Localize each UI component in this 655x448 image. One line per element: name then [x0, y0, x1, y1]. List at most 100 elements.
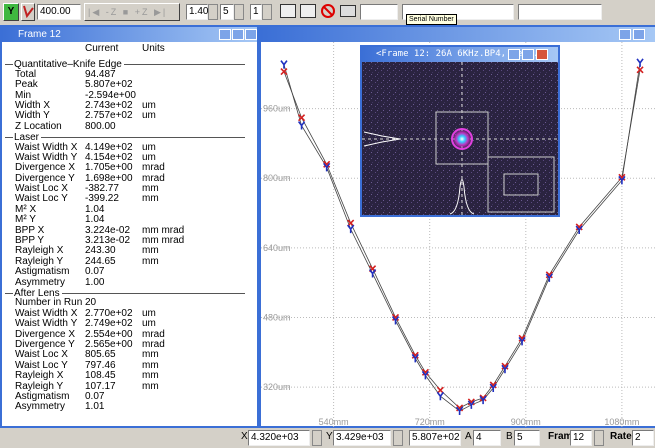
b-field: 5 [514, 430, 540, 446]
spinner[interactable] [393, 430, 403, 446]
rate-field[interactable]: 2 [632, 430, 654, 446]
marker-stroke [280, 68, 288, 76]
table-row: Width X 2.743e+02 um [2, 100, 257, 111]
data-point [411, 351, 419, 359]
marker-stroke [618, 173, 626, 181]
marker-stroke [436, 386, 444, 394]
row-value: 20 [85, 297, 97, 309]
minimize-button[interactable] [219, 29, 231, 40]
data-point [489, 383, 497, 392]
row-unit: mrad [142, 328, 165, 340]
step-input[interactable]: 1.40 [186, 4, 208, 20]
data-point [280, 68, 288, 76]
row-label: Rayleigh X [15, 370, 64, 382]
marker-stroke [297, 121, 306, 130]
m2-icon[interactable] [280, 4, 296, 18]
data-point [545, 273, 553, 282]
table-row: Divergence X 1.705e+00 mrad [2, 162, 257, 173]
marker-stroke [575, 223, 583, 231]
data-point [368, 269, 377, 278]
status-label: X [241, 431, 248, 442]
frame-step-input[interactable]: 1 [250, 4, 262, 20]
spinner[interactable] [312, 430, 322, 446]
minimize-button[interactable] [619, 29, 631, 40]
row-value: 800.00 [85, 120, 116, 132]
section-title: Laser [14, 131, 40, 143]
a-field: 4 [473, 430, 501, 446]
row-label: Waist Loc X [15, 349, 68, 361]
frame-field[interactable]: 12 [570, 430, 592, 446]
status-label: Frame [548, 431, 579, 442]
data-point [618, 175, 626, 185]
data-point [455, 406, 464, 416]
marker-stroke [545, 273, 553, 282]
data-point [467, 400, 475, 409]
table-row: Waist Loc X -382.77 mm [2, 183, 257, 194]
spinner[interactable] [262, 4, 272, 20]
row-label: Divergence Y [15, 338, 75, 350]
table-row: Waist Loc X 805.65 mm [2, 349, 257, 361]
peak-field: 5.807e+02 [409, 430, 461, 446]
table-row: Asymmetry 1.00 [2, 276, 257, 288]
z-nav-buttons[interactable]: |◀ -Z ■ +Z ▶| [84, 3, 180, 21]
y-toggle[interactable]: Y [3, 3, 19, 21]
marker-stroke [347, 219, 355, 227]
minimize-button[interactable] [508, 49, 520, 60]
status-label: B [506, 431, 513, 442]
section-header: After Lens [2, 288, 257, 299]
check-button[interactable] [21, 3, 35, 21]
marker-stroke [280, 60, 288, 69]
marker-stroke [323, 162, 331, 172]
data-point [575, 223, 583, 231]
data-point [501, 364, 509, 374]
status-label: Y [326, 431, 333, 442]
print-icon[interactable] [340, 5, 356, 17]
close-button[interactable] [245, 29, 257, 40]
data-point [545, 271, 553, 279]
row-value: 3.213e-02 [85, 235, 131, 247]
table-row: Astigmatism 0.07 [2, 391, 257, 402]
marker-stroke [489, 381, 497, 389]
table-row: Waist Loc Y 797.46 mm [2, 359, 257, 371]
stop-icon[interactable] [320, 3, 336, 19]
row-label: Asymmetry [15, 276, 65, 288]
row-value: 244.65 [85, 255, 116, 267]
data-point [323, 160, 331, 168]
row-label: Waist Loc Y [15, 359, 68, 371]
data-point [436, 391, 445, 401]
table-row: Waist Loc Y -399.22 mm [2, 193, 257, 205]
text-field[interactable] [518, 4, 602, 20]
beam-image [362, 62, 558, 215]
row-label: M² Y [15, 214, 36, 226]
row-value: 3.224e-02 [85, 224, 131, 236]
row-value: 797.46 [85, 359, 116, 371]
data-point [518, 336, 526, 346]
text-field[interactable] [360, 4, 398, 20]
spinner[interactable] [594, 430, 604, 446]
row-value: 1.01 [85, 401, 105, 413]
chart-icon[interactable] [300, 4, 316, 18]
maximize-button[interactable] [633, 29, 645, 40]
count-input[interactable]: 5 [220, 4, 234, 20]
data-point [347, 224, 355, 234]
z-input[interactable]: 400.00 [37, 4, 81, 20]
row-value: 107.17 [85, 380, 116, 392]
table-row: Waist Width X 4.149e+02 um [2, 142, 257, 153]
marker-stroke [479, 394, 487, 402]
row-unit: mm [142, 245, 159, 257]
row-label: Peak [15, 79, 38, 91]
spinner[interactable] [208, 4, 218, 20]
data-point [347, 219, 355, 227]
row-label: Waist Loc Y [15, 193, 68, 205]
close-button[interactable] [536, 49, 548, 60]
row-value: 0.07 [85, 266, 105, 278]
maximize-button[interactable] [232, 29, 244, 40]
table-row: Rayleigh Y 244.65 mm [2, 255, 257, 267]
spinner[interactable] [234, 4, 244, 20]
column-header: Units [142, 43, 165, 54]
maximize-button[interactable] [522, 49, 534, 60]
row-label: Waist Width X [15, 307, 78, 319]
marker-stroke [501, 364, 509, 374]
marker-stroke [391, 313, 400, 322]
